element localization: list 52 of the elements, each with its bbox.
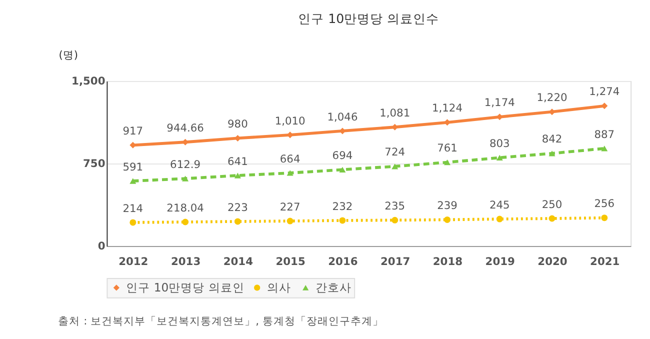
data-label: 1,220 [536, 91, 568, 104]
x-tick-label: 2019 [485, 254, 515, 268]
y-tick-label: 0 [98, 239, 106, 252]
x-tick-label: 2012 [118, 254, 148, 268]
legend-label: 간호사 [315, 280, 352, 295]
data-label: 980 [228, 118, 248, 131]
y-tick-label: 750 [83, 156, 106, 170]
y-axis-title: (명) [58, 48, 78, 62]
x-tick-label: 2020 [538, 254, 568, 268]
y-tick-label: 1,500 [72, 74, 106, 88]
data-label: 694 [332, 149, 353, 162]
x-tick-label: 2013 [170, 254, 201, 268]
x-tick-label: 2017 [380, 254, 410, 268]
point [234, 172, 241, 178]
legend-label: 인구 10만명당 의료인 [126, 280, 244, 295]
data-label: 218.04 [166, 201, 204, 214]
data-label: 724 [384, 146, 406, 159]
data-label: 591 [122, 160, 144, 174]
x-tick-label: 2018 [432, 254, 463, 268]
data-label: 232 [332, 200, 353, 213]
data-label: 664 [280, 152, 300, 166]
data-label: 1,124 [432, 102, 463, 115]
point [496, 154, 503, 161]
data-label: 641 [228, 154, 248, 168]
x-tick-label: 2014 [223, 254, 254, 268]
data-label: 1,010 [274, 114, 306, 128]
data-label: 887 [594, 128, 615, 141]
data-label: 1,081 [380, 106, 410, 120]
source-note: 출처 : 보건복지부「보건복지통계연보」, 통계청「장래인구추계」 [58, 314, 384, 328]
data-label: 1,174 [484, 96, 516, 110]
point [601, 146, 608, 152]
data-label: 223 [228, 200, 248, 214]
chart-title: 인구 10만명당 의료인수 [298, 10, 440, 26]
data-label: 245 [489, 198, 510, 212]
data-label: 761 [437, 142, 458, 155]
data-label: 1,274 [589, 85, 620, 98]
legend-label: 의사 [266, 280, 291, 295]
data-label: 917 [122, 124, 144, 138]
x-tick-label: 2021 [590, 254, 620, 268]
data-label: 239 [437, 199, 458, 212]
data-label: 235 [384, 199, 406, 212]
data-label: 1,046 [327, 110, 358, 124]
x-tick-label: 2015 [276, 254, 306, 268]
data-label: 250 [542, 198, 562, 211]
x-tick-label: 2016 [328, 254, 358, 268]
data-label: 944.66 [166, 121, 204, 134]
data-label: 842 [542, 132, 562, 146]
data-label: 803 [489, 137, 510, 150]
data-label: 612.9 [170, 158, 201, 171]
data-label: 256 [594, 197, 615, 210]
data-label: 227 [280, 200, 300, 214]
data-label: 214 [122, 202, 144, 215]
